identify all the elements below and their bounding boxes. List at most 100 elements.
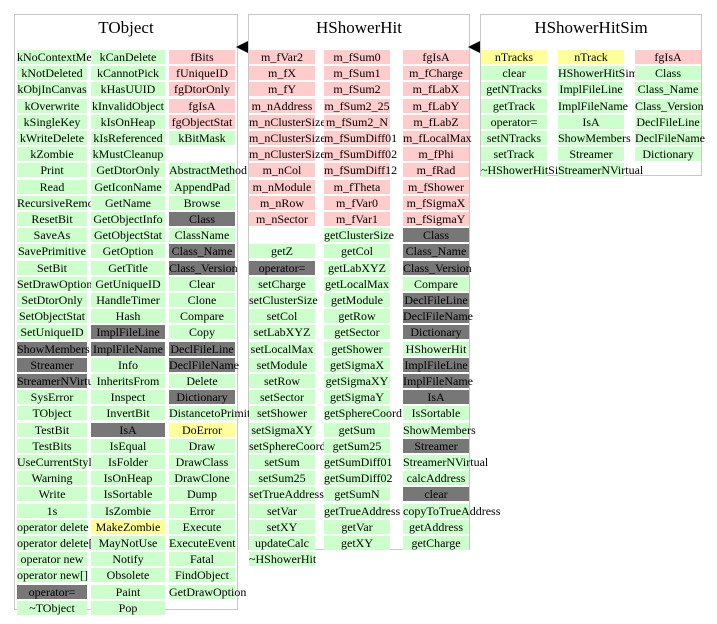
hshowerhitsim-member: Streamer bbox=[558, 147, 624, 161]
hshowerhit-member: setClusterSize bbox=[249, 293, 318, 307]
hshowerhit-member: m_fX bbox=[249, 66, 315, 80]
hshowerhit-member: getCol bbox=[324, 244, 390, 258]
tobject-member: AppendPad bbox=[169, 180, 235, 194]
hshowerhit-member: m_fShower bbox=[403, 180, 469, 194]
hshowerhitsim-member: ~HShowerHitSim bbox=[481, 163, 568, 177]
hshowerhit-member: getZ bbox=[249, 244, 315, 258]
tobject-member: kNotDeleted bbox=[17, 66, 87, 80]
hshowerhit-member: Dictionary bbox=[403, 325, 469, 339]
tobject-member: operator new[] bbox=[17, 568, 88, 582]
tobject-member: ImplFileLine bbox=[91, 325, 165, 339]
tobject-member: GetDrawOption bbox=[169, 585, 247, 599]
tobject-member: Info bbox=[91, 358, 165, 372]
tobject-title: TObject bbox=[98, 18, 154, 37]
hshowerhit-member: m_fVar0 bbox=[324, 196, 390, 210]
tobject-member: IsSortable bbox=[91, 487, 165, 501]
hshowerhit-member: getSphereCoord bbox=[324, 406, 402, 420]
hshowerhit-member: getSum25 bbox=[324, 439, 390, 453]
hshowerhitsim-member: getTrack bbox=[481, 99, 547, 113]
hshowerhit-member: fgIsA bbox=[403, 50, 469, 64]
tobject-member: InvertBit bbox=[91, 406, 165, 420]
tobject-member: SetBit bbox=[17, 261, 87, 275]
hshowerhit-member: getVar bbox=[324, 520, 390, 534]
tobject-member: ~TObject bbox=[17, 601, 87, 615]
tobject-member: kInvalidObject bbox=[91, 99, 165, 113]
tobject-member: SetDtorOnly bbox=[17, 293, 87, 307]
hshowerhit-member: getShower bbox=[324, 342, 390, 356]
tobject-member: Write bbox=[17, 487, 87, 501]
tobject-member: operator new bbox=[17, 552, 87, 566]
tobject-member: kNoContextMenu bbox=[17, 50, 104, 64]
tobject-member: Pop bbox=[91, 601, 165, 615]
hshowerhit-member: DeclFileName bbox=[403, 309, 473, 323]
hshowerhit-member: ImplFileLine bbox=[403, 358, 469, 372]
hshowerhit-member: m_fLabX bbox=[403, 82, 469, 96]
tobject-member: fgIsA bbox=[169, 99, 235, 113]
inherit-arrow-icon bbox=[236, 41, 248, 53]
tobject-member: kMustCleanup bbox=[91, 147, 165, 161]
hshowerhitsim-member: operator= bbox=[481, 115, 547, 129]
hshowerhit-member: setTrueAddress bbox=[249, 487, 324, 501]
hshowerhitsim-member: fgIsA bbox=[635, 50, 701, 64]
hshowerhitsim-member: DeclFileLine bbox=[635, 115, 701, 129]
hshowerhitsim-member: ImplFileName bbox=[558, 99, 628, 113]
tobject-member: kCannotPick bbox=[91, 66, 165, 80]
hshowerhit-member: m_nSector bbox=[249, 212, 315, 226]
tobject-member: TestBits bbox=[17, 439, 87, 453]
hshowerhit-member: getLocalMax bbox=[324, 277, 390, 291]
tobject-member: IsEqual bbox=[91, 439, 165, 453]
hshowerhit-member: setCol bbox=[249, 309, 315, 323]
hshowerhit-member: m_fSum2_25 bbox=[324, 99, 390, 113]
hshowerhit-member: m_fSum2 bbox=[324, 82, 390, 96]
tobject-member: kBitMask bbox=[169, 131, 235, 145]
tobject-member: FindObject bbox=[169, 568, 235, 582]
tobject-member: Streamer bbox=[17, 358, 87, 372]
tobject-member: operator delete bbox=[17, 520, 89, 534]
tobject-member: ExecuteEvent bbox=[169, 536, 236, 550]
hshowerhit-member: m_fSum1 bbox=[324, 66, 390, 80]
hshowerhitsim-member: setTrack bbox=[481, 147, 547, 161]
tobject-member: MayNotUse bbox=[91, 536, 165, 550]
tobject-member: ShowMembers bbox=[17, 342, 90, 356]
tobject-member: Paint bbox=[91, 585, 165, 599]
hshowerhitsim-member: Dictionary bbox=[635, 147, 701, 161]
tobject-member: IsOnHeap bbox=[91, 471, 165, 485]
hshowerhit-member: getClusterSize bbox=[324, 228, 394, 242]
hshowerhitsim-member: Class_Version bbox=[635, 99, 704, 113]
tobject-member: Clear bbox=[169, 277, 235, 291]
hshowerhit-member: getSum bbox=[324, 423, 390, 437]
tobject-member: 1s bbox=[17, 504, 87, 518]
tobject-member: DrawClass bbox=[169, 455, 235, 469]
hshowerhitsim-member: ImplFileLine bbox=[558, 82, 624, 96]
hshowerhit-title: HShowerHit bbox=[316, 18, 402, 37]
hshowerhit-member: IsSortable bbox=[403, 406, 469, 420]
hshowerhit-member: m_nRow bbox=[249, 196, 315, 210]
hshowerhit-member: setRow bbox=[249, 374, 315, 388]
hshowerhit-member: m_fSumDiff01 bbox=[324, 131, 398, 145]
tobject-member: Inspect bbox=[91, 390, 165, 404]
hshowerhit-member: getSector bbox=[324, 325, 390, 339]
tobject-member: Dictionary bbox=[169, 390, 235, 404]
tobject-member: kOverwrite bbox=[17, 99, 87, 113]
tobject-member: GetObjectStat bbox=[91, 228, 165, 242]
tobject-member: Print bbox=[17, 163, 87, 177]
hshowerhit-member: setXY bbox=[249, 520, 315, 534]
hshowerhit-member: Class bbox=[403, 228, 469, 242]
hshowerhit-member: m_fSum2_N bbox=[324, 115, 390, 129]
tobject-member: Warning bbox=[17, 471, 87, 485]
tobject-member: kIsReferenced bbox=[91, 131, 165, 145]
tobject-member: Dump bbox=[169, 487, 235, 501]
hshowerhitsim-member: StreamerNVirtual bbox=[558, 163, 644, 177]
tobject-member: SetDrawOption bbox=[17, 277, 93, 291]
tobject-member: ResetBit bbox=[17, 212, 87, 226]
tobject-member: Execute bbox=[169, 520, 235, 534]
hshowerhit-member: ShowMembers bbox=[403, 423, 476, 437]
tobject-member: Notify bbox=[91, 552, 165, 566]
tobject-member: TestBit bbox=[17, 423, 87, 437]
tobject-member: DeclFileLine bbox=[169, 342, 235, 356]
hshowerhitsim-member: ShowMembers bbox=[558, 131, 631, 145]
tobject-member: fgDtorOnly bbox=[169, 82, 235, 96]
hshowerhit-member: getSigmaXY bbox=[324, 374, 390, 388]
tobject-member: kCanDelete bbox=[91, 50, 165, 64]
hshowerhit-member: setCharge bbox=[249, 277, 315, 291]
